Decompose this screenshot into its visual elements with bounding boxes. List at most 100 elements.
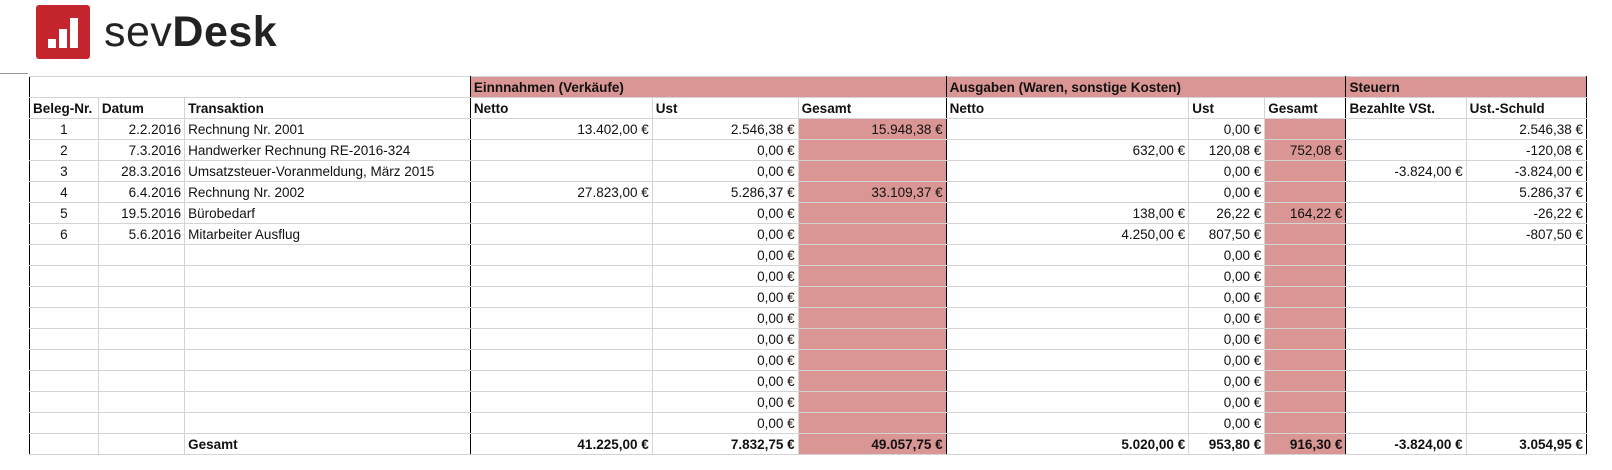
total-datum [97,433,186,455]
cell-income-ust: 0,00 € [651,349,799,371]
cell-transaktion: Rechnung Nr. 2002 [184,181,471,203]
cell-expense-gesamt: 164,22 € [1264,202,1347,224]
bookkeeping-table: Einnnahmen (Verkäufe) Ausgaben (Waren, s… [29,76,1588,455]
cell-expense-netto [945,370,1190,392]
cell-income-gesamt [797,265,947,287]
cell-transaktion [184,328,471,350]
table-row: 0,00 € 0,00 € [29,307,1588,329]
cell-bezahlte-vst [1345,139,1467,161]
cell-expense-ust: 0,00 € [1188,328,1266,350]
cell-expense-gesamt [1264,307,1347,329]
cell-income-netto [469,412,653,434]
cell-income-ust: 0,00 € [651,244,799,266]
cell-datum: 7.3.2016 [97,139,186,161]
cell-expense-gesamt [1264,391,1347,413]
cell-transaktion [184,265,471,287]
cell-expense-gesamt [1264,412,1347,434]
cell-ust-schuld [1465,391,1588,413]
col-header-income-ust: Ust [651,97,799,119]
cell-income-gesamt [797,328,947,350]
cell-ust-schuld: -120,08 € [1465,139,1588,161]
cell-income-gesamt [797,370,947,392]
cell-expense-ust: 26,22 € [1188,202,1266,224]
cell-expense-ust: 0,00 € [1188,265,1266,287]
cell-ust-schuld [1465,286,1588,308]
total-income-netto: 41.225,00 € [469,433,653,455]
cell-ust-schuld: 5.286,37 € [1465,181,1588,203]
cell-bezahlte-vst: -3.824,00 € [1345,160,1467,182]
cell-income-netto [469,265,653,287]
cell-beleg-nr [29,370,99,392]
cell-transaktion [184,244,471,266]
col-header-expense-netto: Netto [945,97,1190,119]
cell-expense-ust: 0,00 € [1188,118,1266,140]
cell-expense-netto [945,118,1190,140]
cell-ust-schuld: 2.546,38 € [1465,118,1588,140]
table-row: 5 19.5.2016 Bürobedarf 0,00 € 138,00 €26,22 … [29,202,1588,224]
cell-datum: 19.5.2016 [97,202,186,224]
cell-income-ust: 0,00 € [651,370,799,392]
cell-bezahlte-vst [1345,118,1467,140]
cell-income-netto [469,391,653,413]
col-header-transaktion: Transaktion [184,97,471,119]
cell-income-ust: 0,00 € [651,265,799,287]
cell-expense-netto [945,391,1190,413]
logo-wordmark: sevDesk [104,5,277,59]
cell-income-netto [469,349,653,371]
totals-row: Gesamt 41.225,00 €7.832,75 €49.057,75 €5.… [29,433,1588,455]
table-row: 0,00 € 0,00 € [29,370,1588,392]
col-header-income-netto: Netto [469,97,653,119]
cell-bezahlte-vst [1345,391,1467,413]
cell-income-gesamt [797,244,947,266]
bar-chart-icon [36,5,90,59]
cell-transaktion: Mitarbeiter Ausflug [184,223,471,245]
cell-income-netto [469,139,653,161]
col-header-bezahlte-vst: Bezahlte VSt. [1345,97,1467,119]
cell-income-netto [469,307,653,329]
cell-beleg-nr [29,328,99,350]
table-row: 0,00 € 0,00 € [29,286,1588,308]
cell-expense-gesamt [1264,118,1347,140]
cell-expense-ust: 0,00 € [1188,349,1266,371]
total-income-gesamt: 49.057,75 € [797,433,947,455]
cell-beleg-nr [29,307,99,329]
group-header-expenses: Ausgaben (Waren, sonstige Kosten) [945,76,1347,98]
cell-beleg-nr: 6 [29,223,99,245]
cell-beleg-nr [29,286,99,308]
col-header-beleg-nr: Beleg-Nr. [29,97,99,119]
cell-expense-netto: 4.250,00 € [945,223,1190,245]
cell-transaktion [184,286,471,308]
cell-expense-netto [945,307,1190,329]
table-row: 0,00 € 0,00 € [29,412,1588,434]
cell-expense-ust: 0,00 € [1188,391,1266,413]
cell-expense-ust: 0,00 € [1188,181,1266,203]
cell-datum: 6.4.2016 [97,181,186,203]
cell-beleg-nr: 3 [29,160,99,182]
cell-income-ust: 0,00 € [651,307,799,329]
table-row: 0,00 € 0,00 € [29,391,1588,413]
cell-expense-netto [945,349,1190,371]
cell-income-gesamt [797,349,947,371]
cell-bezahlte-vst [1345,202,1467,224]
cell-datum [97,412,186,434]
cell-income-gesamt: 33.109,37 € [797,181,947,203]
cell-ust-schuld: -26,22 € [1465,202,1588,224]
cell-ust-schuld [1465,307,1588,329]
cell-beleg-nr: 1 [29,118,99,140]
cell-expense-gesamt [1264,223,1347,245]
cell-income-gesamt [797,307,947,329]
logo-text-bold: Desk [172,8,278,56]
total-income-ust: 7.832,75 € [651,433,799,455]
table-row: 0,00 € 0,00 € [29,349,1588,371]
cell-ust-schuld [1465,244,1588,266]
total-expense-ust: 953,80 € [1188,433,1266,455]
cell-expense-gesamt [1264,328,1347,350]
cell-datum [97,328,186,350]
table-row: 2 7.3.2016 Handwerker Rechnung RE-2016-324… [29,139,1588,161]
cell-datum [97,286,186,308]
cell-expense-ust: 0,00 € [1188,370,1266,392]
cell-income-netto [469,328,653,350]
cell-datum [97,244,186,266]
table-row: 4 6.4.2016 Rechnung Nr. 2002 27.823,00 €5.2… [29,181,1588,203]
cell-income-gesamt [797,139,947,161]
